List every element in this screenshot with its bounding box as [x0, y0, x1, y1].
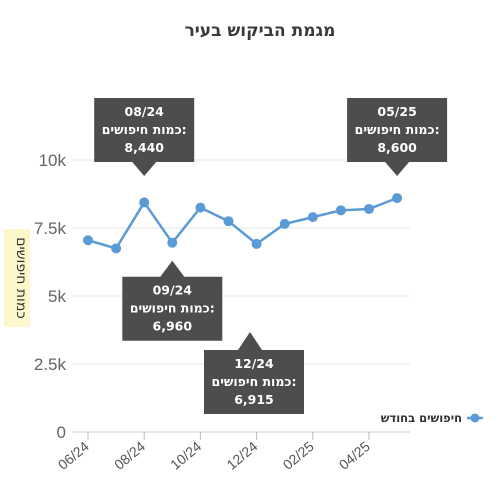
tooltip-label: כמות חיפושים:: [102, 122, 187, 137]
tooltip: 05/25 כמות חיפושים: 8,600: [347, 98, 448, 176]
tooltip-label: כמות חיפושים:: [130, 301, 215, 316]
x-axis: 06/24 08/24 10/24 12/24 02/25 04/25: [55, 432, 373, 473]
tooltip-value: 6,915: [234, 392, 274, 407]
tooltip-date: 05/25: [377, 104, 416, 119]
data-point: [392, 193, 403, 204]
tooltip-value: 8,440: [124, 140, 164, 155]
tooltip: 12/24 כמות חיפושים: 6,915: [204, 332, 304, 414]
y-tick-label: 10k: [39, 151, 67, 170]
y-axis: 0 2.5k 5k 7.5k 10k: [34, 151, 67, 442]
x-tick-label: 10/24: [167, 438, 204, 473]
y-tick-label: 5k: [48, 287, 66, 306]
tooltip: 09/24 כמות חיפושים: 6,960: [122, 260, 223, 341]
x-tick-label: 02/25: [280, 438, 317, 473]
tooltip-date: 08/24: [125, 104, 165, 119]
tooltip-group: 08/24 כמות חיפושים: 8,440 09/24 כמות חיפושים…: [94, 98, 448, 414]
x-tick-label: 06/24: [55, 438, 92, 473]
data-point: [139, 197, 150, 208]
data-point: [364, 203, 374, 214]
y-tick-label: 0: [57, 423, 66, 442]
tooltip-date: 12/24: [234, 356, 274, 371]
data-point: [335, 205, 346, 216]
data-point: [195, 202, 206, 213]
y-axis-label: כמות חיפושים: [13, 237, 29, 319]
y-axis-title-highlight: [4, 229, 30, 327]
series-line: [87, 196, 398, 250]
tooltip-value: 8,600: [377, 140, 417, 155]
tooltip-box: [347, 98, 448, 176]
series-group: [83, 193, 403, 254]
y-tick-label: 7.5k: [34, 219, 67, 238]
data-point: [251, 238, 262, 249]
chart-title: מגמת הביקוש בעיר: [185, 21, 336, 41]
tooltip: 08/24 כמות חיפושים: 8,440: [94, 98, 195, 176]
tooltip-label: כמות חיפושים:: [212, 374, 297, 389]
y-axis-title: כמות חיפושים: [4, 229, 30, 327]
data-point: [223, 216, 234, 227]
data-point: [307, 212, 318, 223]
y-tick-label: 2.5k: [34, 355, 67, 374]
x-tick-label: 12/24: [223, 438, 260, 473]
data-point: [111, 243, 122, 254]
data-point: [167, 237, 178, 248]
legend[interactable]: חיפושים בחודש: [381, 411, 483, 425]
data-point: [279, 218, 290, 229]
legend-swatch-marker: [470, 413, 480, 423]
data-point: [83, 235, 93, 246]
x-tick-label: 04/25: [336, 438, 373, 473]
tooltip-box: [122, 260, 223, 341]
tooltip-label: כמות חיפושים:: [355, 122, 440, 137]
tooltip-date: 09/24: [153, 283, 193, 298]
tooltip-box: [94, 98, 195, 176]
tooltip-box: [204, 332, 304, 414]
tooltip-value: 6,960: [153, 319, 193, 334]
legend-label: חיפושים בחודש: [381, 411, 462, 425]
x-tick-label: 08/24: [111, 438, 148, 473]
